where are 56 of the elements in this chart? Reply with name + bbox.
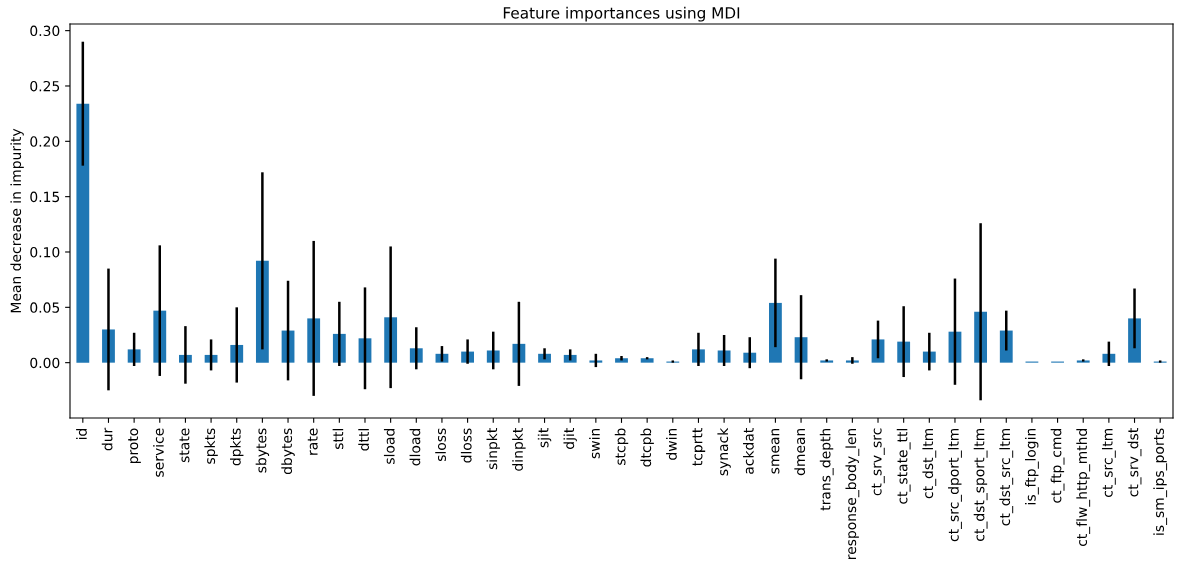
chart-title: Feature importances using MDI bbox=[503, 6, 740, 22]
bar bbox=[640, 358, 654, 363]
x-tick-label: dpkts bbox=[230, 428, 244, 466]
x-tick-label: ct_flw_http_mthd bbox=[1076, 428, 1091, 547]
y-tick-label: 0.15 bbox=[30, 191, 60, 203]
y-tick-label: 0.05 bbox=[30, 302, 60, 313]
x-tick-label: ct_srv_src bbox=[871, 428, 885, 496]
bar bbox=[615, 358, 628, 363]
x-tick-label: spkts bbox=[204, 428, 218, 464]
x-tick-label: sjit bbox=[537, 428, 552, 448]
x-tick-label: dttl bbox=[358, 429, 370, 451]
x-tick-label: ct_dst_src_ltm bbox=[999, 428, 1014, 526]
x-tick-label: response_body_len bbox=[845, 428, 860, 559]
x-tick-label: djit bbox=[563, 428, 577, 449]
y-tick-label: 0.30 bbox=[30, 25, 60, 37]
x-tick-label: synack bbox=[717, 427, 731, 476]
x-tick-label: id bbox=[76, 428, 87, 440]
x-tick-label: dur bbox=[101, 427, 113, 451]
x-tick-label: is_ftp_login bbox=[1025, 428, 1039, 505]
y-tick-label: 0.25 bbox=[30, 80, 60, 92]
x-tick-label: trans_depth bbox=[819, 428, 834, 511]
x-tick-label: sttl bbox=[332, 429, 344, 449]
bar bbox=[563, 354, 577, 363]
x-tick-label: dload bbox=[409, 428, 421, 466]
x-tick-label: ct_state_ttl bbox=[896, 429, 911, 504]
x-tick-label: ct_srv_dst bbox=[1127, 428, 1142, 497]
x-tick-label: swin bbox=[589, 428, 600, 459]
x-tick-label: sinpkt bbox=[486, 428, 500, 470]
x-tick-label: dtcpb bbox=[640, 428, 654, 467]
x-tick-label: smean bbox=[771, 428, 780, 474]
x-tick-label: tcprtt bbox=[692, 428, 706, 466]
y-tick-label: 0.00 bbox=[30, 357, 60, 369]
x-tick-label: sloss bbox=[435, 428, 446, 462]
bar bbox=[76, 103, 90, 363]
x-tick-label: dmean bbox=[794, 428, 806, 476]
x-tick-label: ct_src_ltm bbox=[1101, 428, 1116, 498]
x-tick-label: proto bbox=[128, 428, 141, 464]
x-tick-label: rate bbox=[307, 428, 318, 455]
x-tick-label: dinpkt bbox=[512, 428, 526, 471]
x-tick-label: state bbox=[179, 428, 190, 463]
x-tick-label: ct_dst_sport_ltm bbox=[973, 428, 988, 541]
x-tick-label: dwin bbox=[666, 428, 677, 460]
x-tick-label: is_sm_ips_ports bbox=[1153, 428, 1168, 535]
x-tick-label: dloss bbox=[460, 428, 472, 463]
x-tick-label: stcpb bbox=[614, 428, 629, 465]
x-tick-label: dbytes bbox=[281, 428, 295, 475]
x-tick-label: sload bbox=[383, 428, 395, 464]
x-tick-label: service bbox=[153, 428, 164, 477]
x-tick-label: ct_ftp_cmd bbox=[1050, 428, 1065, 503]
x-tick-label: sbytes bbox=[255, 428, 270, 473]
y-axis-title: Mean decrease in impurity bbox=[10, 128, 24, 313]
x-tick-label: ct_src_dport_ltm bbox=[948, 428, 962, 542]
x-tick-label: ct_dst_ltm bbox=[922, 428, 937, 499]
y-tick-label: 0.10 bbox=[30, 246, 60, 258]
x-tick-label: ackdat bbox=[743, 428, 754, 474]
y-tick-label: 0.20 bbox=[30, 136, 60, 147]
